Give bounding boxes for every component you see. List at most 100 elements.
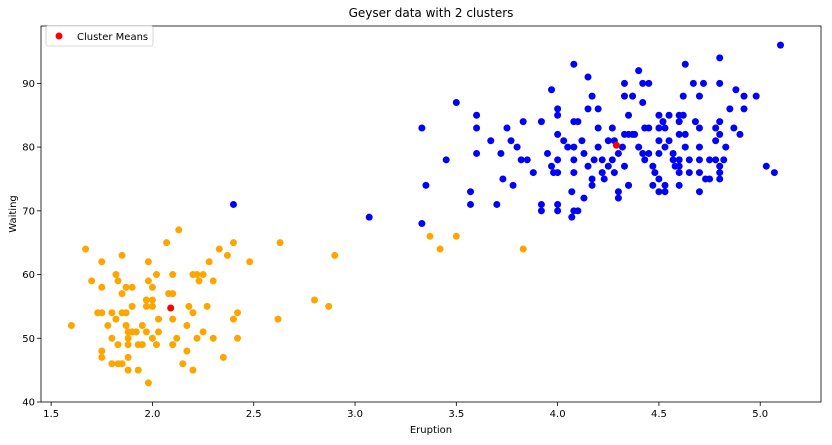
cluster-2-point xyxy=(732,86,740,94)
cluster-1-point xyxy=(219,353,227,361)
y-axis: 40 50 60 70 80 90 xyxy=(22,79,41,409)
cluster-2-point xyxy=(762,162,770,170)
cluster-1-point xyxy=(205,258,213,266)
cluster-1-point xyxy=(148,334,156,342)
cluster-2-point xyxy=(418,220,426,228)
cluster-2-point xyxy=(639,149,647,157)
x-tick-label: 1.5 xyxy=(43,409,59,420)
legend-marker xyxy=(55,32,63,40)
cluster-2-point xyxy=(752,92,760,100)
cluster-2-point xyxy=(651,169,659,177)
cluster-2-point xyxy=(365,213,373,221)
cluster-2-point xyxy=(655,137,663,145)
cluster-1-point xyxy=(426,232,434,240)
x-tick-label: 3.5 xyxy=(448,409,464,420)
cluster-2-point xyxy=(507,137,515,145)
cluster-2-point xyxy=(548,162,556,170)
cluster-2-point xyxy=(712,156,720,164)
y-tick-label: 90 xyxy=(22,79,35,90)
cluster-1-point xyxy=(142,296,150,304)
cluster-2-point xyxy=(554,200,562,208)
cluster-2-point xyxy=(568,213,576,221)
cluster-1-point xyxy=(276,239,284,247)
cluster-2-point xyxy=(716,162,724,170)
cluster-1-point xyxy=(88,277,96,285)
cluster-2-point xyxy=(681,143,689,151)
cluster-2-point xyxy=(509,181,517,189)
cluster-2-point xyxy=(588,92,596,100)
cluster-2-point xyxy=(570,60,578,68)
cluster-2-point xyxy=(554,156,562,164)
y-tick-label: 60 xyxy=(22,270,35,281)
cluster-2-point xyxy=(669,149,677,157)
cluster-2-point xyxy=(467,188,475,196)
cluster-2-point xyxy=(473,149,481,157)
cluster-2-point xyxy=(503,124,511,132)
cluster-2-point xyxy=(580,194,588,202)
cluster-2-point xyxy=(594,143,602,151)
cluster-2-point xyxy=(497,149,505,157)
cluster-2-point xyxy=(681,60,689,68)
cluster-2-point xyxy=(517,156,525,164)
cluster-1-point xyxy=(331,251,339,259)
cluster-2-point xyxy=(600,175,608,183)
cluster-1-point xyxy=(175,226,183,234)
cluster-2-point xyxy=(655,149,663,157)
x-tick-label: 4.5 xyxy=(651,409,667,420)
x-tick-label: 4.0 xyxy=(550,409,566,420)
cluster-1-point xyxy=(148,302,156,310)
cluster-1-point xyxy=(138,322,146,330)
cluster-2-point xyxy=(614,149,622,157)
cluster-2-point xyxy=(452,98,460,106)
cluster-2-point xyxy=(675,181,683,189)
x-axis-label: Eruption xyxy=(410,425,452,436)
cluster-2-point xyxy=(625,181,633,189)
cluster-1-point xyxy=(223,251,231,259)
cluster-2-point xyxy=(740,105,748,113)
x-axis: 1.5 2.0 2.5 3.0 3.5 4.0 4.5 5.0 xyxy=(43,402,768,420)
y-tick-label: 50 xyxy=(22,334,35,345)
cluster-1-point xyxy=(234,309,242,317)
cluster-1-point xyxy=(108,334,116,342)
cluster-1-point xyxy=(118,290,126,298)
cluster-2-point xyxy=(776,41,784,49)
cluster-2-point xyxy=(716,79,724,87)
cluster-2-point xyxy=(620,162,628,170)
cluster-2-point xyxy=(695,92,703,100)
cluster-2-point xyxy=(614,194,622,202)
cluster-2-point xyxy=(625,111,633,119)
cluster-1-point xyxy=(108,360,116,368)
cluster-1-point xyxy=(124,366,132,374)
cluster-1-point xyxy=(173,334,181,342)
cluster-2-point xyxy=(639,98,647,106)
cluster-1-point xyxy=(179,360,187,368)
plot-area-frame xyxy=(40,25,822,403)
cluster-2-point xyxy=(661,143,669,151)
chart-title: Geyser data with 2 clusters xyxy=(349,6,514,20)
cluster-2-point xyxy=(675,130,683,138)
cluster-1-point xyxy=(124,334,132,342)
cluster-1-point xyxy=(155,315,163,323)
cluster-2-point xyxy=(659,118,667,126)
cluster-2-point xyxy=(618,143,626,151)
cluster-2-point xyxy=(679,92,687,100)
cluster-2-point xyxy=(722,143,730,151)
cluster-1-point xyxy=(144,258,152,266)
cluster-1-point xyxy=(189,366,197,374)
legend-box xyxy=(45,25,154,47)
cluster-2-point xyxy=(598,156,606,164)
y-tick-label: 70 xyxy=(22,206,35,217)
cluster-2-point xyxy=(537,200,545,208)
cluster-1-point xyxy=(163,239,171,247)
x-tick-label: 2.0 xyxy=(144,409,160,420)
cluster-1-point xyxy=(169,315,177,323)
cluster-2-point xyxy=(513,143,521,151)
cluster-2-point xyxy=(770,169,778,177)
cluster-1-point xyxy=(124,353,132,361)
cluster-2-point xyxy=(655,188,663,196)
cluster-2-point xyxy=(473,124,481,132)
cluster-2-point xyxy=(594,105,602,113)
cluster-2-point xyxy=(649,181,657,189)
cluster-1-point xyxy=(144,379,152,387)
